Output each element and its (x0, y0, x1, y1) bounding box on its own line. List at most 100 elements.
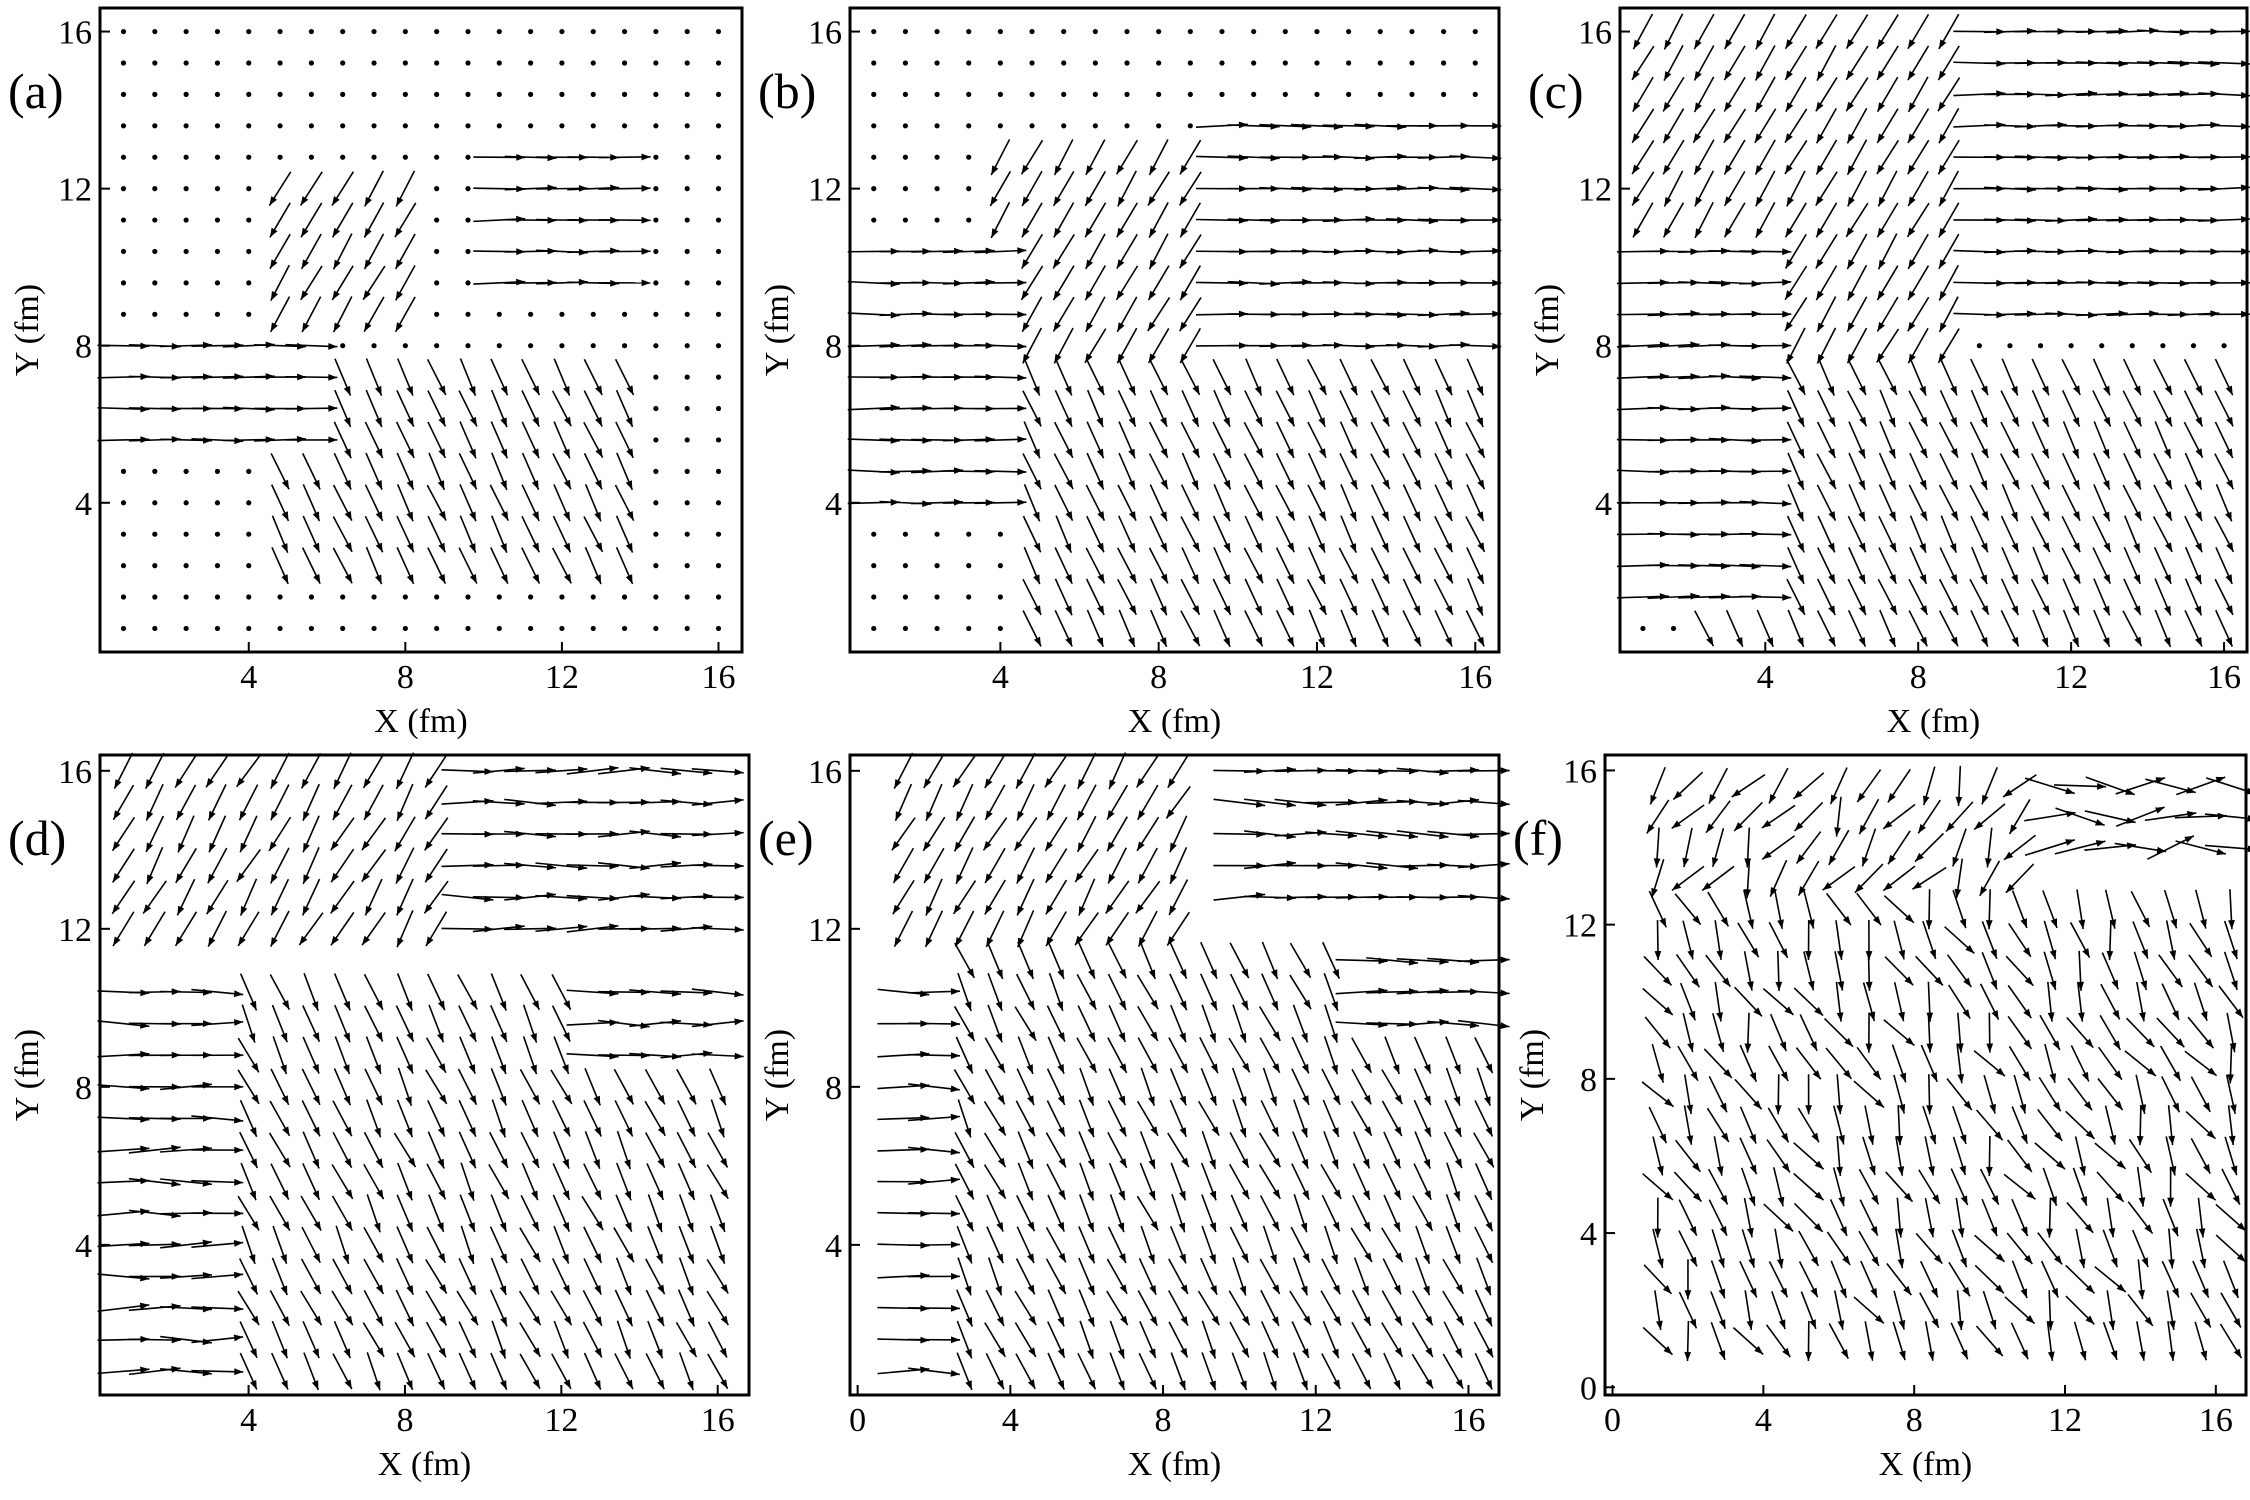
field-dot (871, 186, 877, 192)
arrow-head (311, 1001, 319, 1011)
arrow-head (1877, 70, 1885, 80)
arrow-head (1862, 856, 1869, 867)
arrow-head (624, 1285, 632, 1296)
arrow-head (1382, 385, 1390, 395)
field-dot (434, 280, 440, 286)
arrow-head (1836, 1166, 1843, 1176)
arrow-head (438, 448, 446, 458)
field-dot (152, 217, 158, 223)
panel-label: (f) (1513, 810, 1563, 866)
arrow-head (718, 1254, 725, 1264)
arrow-head (1755, 102, 1763, 112)
field-dot (340, 60, 346, 66)
x-tick-label: 12 (1299, 1402, 1333, 1439)
arrow-head (1118, 1190, 1125, 1201)
arrow-head (1271, 1000, 1278, 1011)
arrow-head (1362, 1158, 1370, 1169)
arrow-head (1454, 1158, 1462, 1168)
arrow-head (951, 1336, 960, 1344)
arrow-head (1781, 1132, 1789, 1143)
field-dot (684, 91, 690, 97)
arrow-head (2046, 1228, 2053, 1238)
arrow-head (626, 448, 634, 458)
arrow-head (1646, 824, 1655, 834)
arrow-head (1865, 951, 1873, 961)
arrow-head (1500, 767, 1510, 774)
arrow-head (1242, 1062, 1250, 1073)
arrow-head (1209, 1159, 1216, 1169)
x-tick-label: 4 (240, 659, 257, 696)
x-tick-label: 8 (1155, 1402, 1172, 1439)
field-dot (966, 531, 972, 537)
arrow-head (2134, 636, 2142, 647)
arrow-head (424, 841, 433, 851)
field-dot (434, 625, 440, 632)
arrow-head (2240, 123, 2250, 130)
arrow-head (2225, 605, 2233, 615)
field-dot (120, 531, 127, 537)
arrow-head (1858, 542, 1866, 553)
field-dot (371, 154, 377, 160)
arrow-head (594, 1347, 602, 1358)
arrow-head (1053, 227, 1062, 238)
arrow-head (280, 1032, 288, 1043)
arrow-head (248, 1254, 256, 1264)
arrow-head (1797, 574, 1804, 584)
y-tick-label: 16 (58, 754, 92, 791)
field-dot (715, 217, 722, 223)
arrow-head (1364, 1126, 1372, 1136)
arrow-head (1919, 574, 1927, 584)
field-dot (1187, 28, 1193, 35)
arrow-head (1017, 499, 1027, 506)
arrow-head (1920, 448, 1928, 458)
arrow-head (1116, 290, 1125, 300)
arrow-head (301, 778, 309, 789)
field-dot (152, 186, 158, 192)
field-dot (371, 343, 377, 349)
field-dot (715, 91, 722, 97)
field-dot (246, 563, 252, 569)
field-dot (653, 437, 659, 443)
arrow-head (1077, 779, 1085, 789)
field-dot (120, 625, 127, 632)
arrow-head (687, 1285, 694, 1296)
arrow-head (1209, 1349, 1216, 1359)
arrow-head (1097, 511, 1105, 521)
arrow-head (995, 1285, 1002, 1296)
arrow-head (1054, 353, 1062, 364)
arrow-head (2026, 1191, 2036, 1200)
arrow-head (1209, 1254, 1216, 1264)
arrow-head (1724, 196, 1733, 206)
arrow-head (1847, 322, 1855, 332)
arrow-head (1847, 353, 1855, 364)
arrow-head (500, 543, 507, 553)
arrow-head (1838, 1196, 1845, 1207)
arrow-head (406, 417, 414, 427)
arrow-head (437, 1000, 445, 1011)
arrow-head (1223, 448, 1231, 458)
arrow-head (437, 480, 445, 490)
arrow-head (312, 1064, 320, 1074)
arrow-head (1812, 1070, 1821, 1080)
arrow-head (1793, 790, 1803, 799)
field-dot (966, 28, 972, 35)
arrow-head (1785, 133, 1793, 143)
field-dot (966, 563, 972, 569)
arrow-head (375, 448, 383, 458)
arrow-head (1179, 969, 1187, 979)
arrow-head (1938, 39, 1947, 49)
arrow-head (1827, 385, 1835, 396)
arrow-head (1137, 810, 1146, 820)
arrow-head (1723, 1069, 1732, 1078)
arrow-head (2140, 980, 2147, 990)
field-dot (1282, 60, 1288, 66)
field-dot (684, 248, 690, 255)
arrow-head (2097, 783, 2107, 790)
field-dot (214, 500, 221, 506)
arrow-head (562, 1158, 569, 1169)
arrow-head (206, 778, 214, 788)
arrow-head (344, 1158, 352, 1168)
arrow-head (1889, 574, 1897, 584)
arrow-head (1816, 39, 1824, 49)
